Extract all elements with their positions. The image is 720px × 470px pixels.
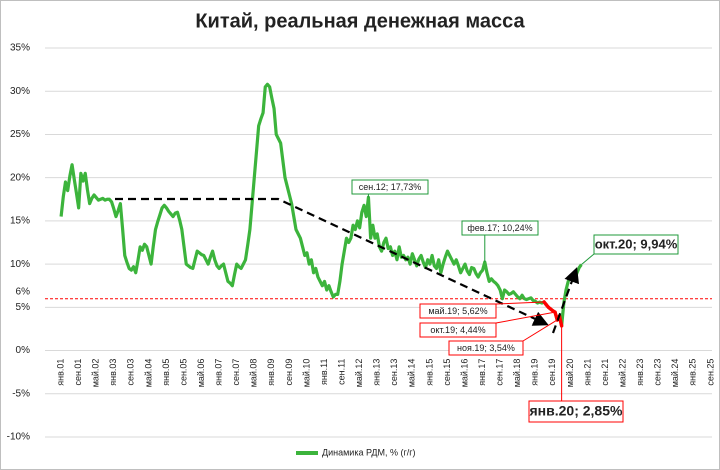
annotation-text: фев.17; 10,24% [467,223,532,233]
annotation-box [528,400,624,423]
trend-arrows [115,197,580,334]
y-tick-label: -10% [7,432,30,443]
x-tick-label: май.16 [459,359,469,388]
x-tick-label: май.06 [196,359,206,388]
x-tick-label: май.10 [301,359,311,388]
x-tick-label: янв.15 [424,359,434,386]
x-tick-label: янв.11 [319,359,329,385]
x-tick-label: сен.23 [653,359,663,386]
x-tick-label: сен.01 [73,359,83,386]
x-tick-label: сен.11 [336,359,346,385]
annotation-leader [581,253,595,266]
x-tick-label: сен.13 [389,359,399,386]
annotation-text: окт.19; 4,44% [430,325,485,335]
chart-title: Китай, реальная денежная масса [195,10,525,32]
x-tick-label: сен.05 [178,359,188,386]
x-tick-label: май.04 [143,359,153,388]
y-tick-label: 20% [10,172,30,183]
annotation-box [419,322,497,338]
x-tick-label: янв.13 [372,359,382,386]
x-tick-label: сен.19 [547,359,557,386]
x-tick-label: май.24 [670,359,680,388]
x-tick-label: янв.05 [161,359,171,386]
annotation-text: сен.12; 17,73% [359,182,422,192]
x-tick-label: май.20 [565,359,575,388]
x-tick-label: янв.17 [477,359,487,386]
x-tick-label: сен.03 [126,359,136,386]
x-tick-label: янв.21 [582,359,592,386]
y-tick-label: 25% [10,129,30,140]
annotation-leader [495,301,545,305]
y-tick-label: 35% [10,43,30,54]
x-tick-label: май.14 [407,359,417,388]
annotations: сен.12; 17,73% фев.17; 10,24% окт.20; 9,94… [351,179,679,423]
x-tick-label: май.18 [512,359,522,388]
x-tick-label: янв.01 [55,359,65,386]
annotation-text: янв.20; 2,85% [530,403,623,419]
x-tick-label: янв.03 [108,359,118,386]
x-tick-label: сен.15 [442,359,452,386]
y-tick-label: 10% [10,259,30,270]
x-tick-label: янв.07 [214,359,224,386]
x-tick-label: май.02 [91,359,101,388]
highlight-segment [557,314,564,328]
legend: Динамика РДМ, % (г/г) [296,447,416,457]
annotation-box [593,234,679,255]
y-tick-label: 5% [16,302,31,313]
legend-label: Динамика РДМ, % (г/г) [322,447,416,457]
x-tick-label: янв.09 [266,359,276,386]
y-tick-label: 0% [16,345,31,356]
x-tick-label: сен.17 [495,359,505,386]
annotation-leader [495,311,556,324]
x-tick-label: сен.07 [231,359,241,386]
y-tick-label: 15% [10,216,30,227]
annotation-box [351,179,429,195]
x-tick-label: янв.25 [688,359,698,386]
annotation-text: ноя.19; 3,54% [457,343,515,353]
annotation-box [419,303,497,319]
x-tick-label: сен.09 [284,359,294,386]
x-tick-label: сен.21 [600,359,610,386]
grid: -10% -5% 0% 5% 10% 15% 20% 25% 30% 35% 6% янв.01 сен… [7,43,716,443]
x-tick-label: янв.19 [530,359,540,386]
reference-label: 6% [16,286,31,297]
annotation-leader [522,319,558,342]
annotation-box [461,220,539,236]
x-tick-label: сен.25 [705,359,715,386]
x-tick-label: май.22 [617,359,627,388]
x-tick-label: май.12 [354,359,364,388]
trend-arrow [551,267,580,334]
x-tick-label: май.08 [249,359,259,388]
y-tick-label: -5% [12,388,30,399]
trend-arrow [115,197,549,326]
annotation-box [448,340,524,356]
x-tick-label: янв.23 [635,359,645,386]
annotation-text: май.19; 5,62% [428,306,487,316]
y-tick-label: 30% [10,86,30,97]
annotation-text: окт.20; 9,94% [595,236,678,251]
series-line [59,82,583,328]
